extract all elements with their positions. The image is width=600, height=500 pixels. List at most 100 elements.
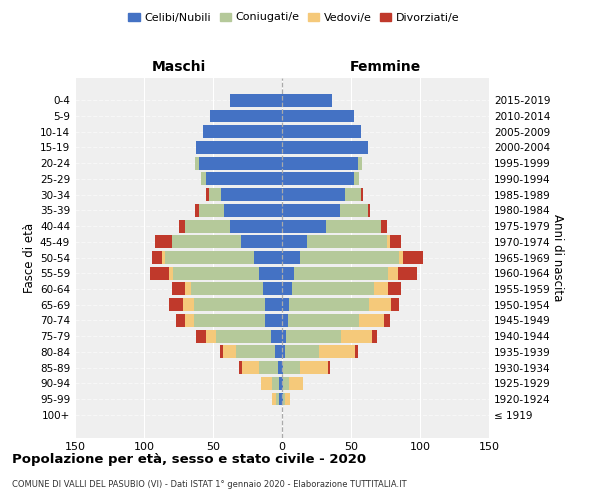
Bar — [275, 346, 282, 358]
Bar — [287, 314, 359, 327]
Bar — [194, 314, 265, 327]
Bar — [354, 172, 359, 186]
Bar — [223, 346, 236, 358]
Bar — [340, 204, 368, 217]
Bar — [300, 361, 328, 374]
Bar — [388, 267, 398, 280]
Bar — [282, 361, 283, 374]
Bar — [169, 267, 173, 280]
Bar — [328, 361, 331, 374]
Bar — [185, 220, 230, 232]
Bar — [195, 156, 199, 170]
Bar — [300, 251, 400, 264]
Bar — [285, 346, 319, 358]
Bar — [169, 298, 182, 311]
Bar — [241, 236, 282, 248]
Bar — [176, 314, 185, 327]
Bar — [172, 236, 241, 248]
Bar — [206, 188, 209, 201]
Y-axis label: Anni di nascita: Anni di nascita — [551, 214, 565, 301]
Bar — [239, 361, 242, 374]
Bar — [319, 346, 355, 358]
Y-axis label: Fasce di età: Fasce di età — [23, 222, 36, 292]
Bar — [196, 330, 206, 342]
Bar — [265, 298, 282, 311]
Bar — [278, 361, 282, 374]
Bar — [282, 94, 332, 107]
Bar — [206, 172, 282, 186]
Bar — [282, 126, 361, 138]
Bar — [374, 282, 388, 296]
Bar — [286, 330, 341, 342]
Bar — [224, 204, 282, 217]
Bar — [209, 188, 221, 201]
Bar — [341, 330, 372, 342]
Bar — [389, 236, 401, 248]
Bar — [289, 298, 369, 311]
Bar — [272, 377, 279, 390]
Bar — [282, 188, 346, 201]
Bar — [203, 126, 282, 138]
Bar — [279, 377, 282, 390]
Bar — [271, 330, 282, 342]
Bar — [282, 156, 358, 170]
Bar — [236, 346, 275, 358]
Bar — [282, 330, 286, 342]
Text: COMUNE DI VALLI DEL PASUBIO (VI) - Dati ISTAT 1° gennaio 2020 - Elaborazione TUT: COMUNE DI VALLI DEL PASUBIO (VI) - Dati … — [12, 480, 407, 489]
Bar — [196, 141, 282, 154]
Bar — [359, 314, 384, 327]
Bar — [368, 204, 370, 217]
Bar — [282, 220, 326, 232]
Bar — [216, 330, 271, 342]
Bar — [149, 267, 169, 280]
Bar — [279, 392, 282, 406]
Bar — [200, 172, 206, 186]
Bar — [346, 188, 361, 201]
Bar — [272, 392, 277, 406]
Bar — [361, 188, 364, 201]
Bar — [152, 251, 162, 264]
Bar — [254, 251, 282, 264]
Bar — [283, 361, 300, 374]
Bar — [179, 220, 185, 232]
Bar — [230, 220, 282, 232]
Bar — [164, 251, 254, 264]
Bar — [358, 156, 362, 170]
Bar — [282, 236, 307, 248]
Bar — [185, 282, 191, 296]
Bar — [403, 251, 423, 264]
Bar — [326, 220, 382, 232]
Bar — [295, 267, 388, 280]
Text: Popolazione per età, sesso e stato civile - 2020: Popolazione per età, sesso e stato civil… — [12, 452, 366, 466]
Bar — [259, 267, 282, 280]
Bar — [277, 392, 279, 406]
Bar — [282, 172, 354, 186]
Bar — [221, 188, 282, 201]
Bar — [382, 220, 387, 232]
Bar — [242, 361, 259, 374]
Bar — [265, 314, 282, 327]
Bar — [282, 392, 283, 406]
Bar — [282, 298, 289, 311]
Bar — [261, 377, 272, 390]
Bar — [155, 236, 172, 248]
Bar — [369, 298, 391, 311]
Bar — [162, 251, 164, 264]
Bar — [259, 361, 278, 374]
Bar — [292, 282, 374, 296]
Bar — [185, 314, 194, 327]
Bar — [400, 251, 403, 264]
Bar — [307, 236, 387, 248]
Bar — [182, 298, 194, 311]
Bar — [199, 204, 224, 217]
Bar — [283, 392, 285, 406]
Bar — [398, 267, 417, 280]
Bar — [172, 282, 185, 296]
Bar — [387, 236, 389, 248]
Bar — [194, 298, 265, 311]
Bar — [195, 204, 199, 217]
Bar — [282, 346, 285, 358]
Bar — [220, 346, 223, 358]
Bar — [372, 330, 377, 342]
Bar — [282, 314, 287, 327]
